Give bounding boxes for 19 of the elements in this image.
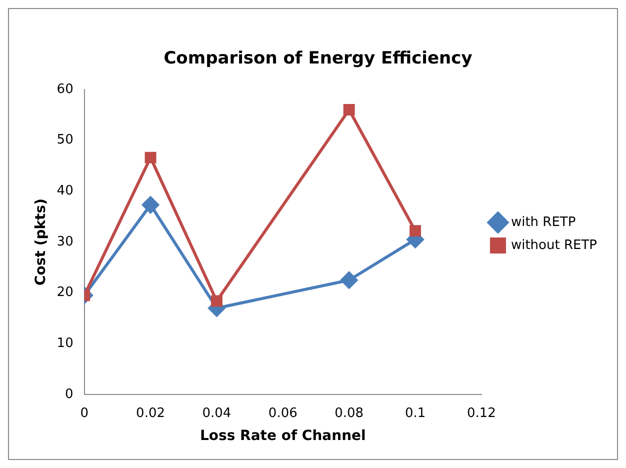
y-axis-title: Cost (pkts): [33, 198, 50, 286]
legend-label: without RETP: [510, 238, 598, 253]
y-tick-label: 10: [56, 336, 74, 352]
y-tick-label: 50: [56, 132, 74, 148]
x-tick-label: 0.06: [268, 406, 298, 421]
x-axis-title: Loss Rate of Channel: [200, 428, 366, 444]
y-tick-label: 20: [56, 285, 74, 300]
y-tick-label: 40: [56, 184, 74, 199]
chart-title: Comparison of Energy Efficiency: [164, 48, 472, 69]
x-tick-label: 0.12: [466, 406, 496, 421]
x-tick-label: 0.04: [202, 406, 232, 421]
y-tick-label: 60: [56, 82, 74, 97]
y-tick-label: 0: [65, 386, 74, 402]
y-tick-label: 30: [56, 234, 74, 250]
x-tick-label: 0.08: [334, 406, 364, 421]
legend-label: with RETP: [510, 214, 576, 230]
x-tick-label: 0: [80, 406, 88, 421]
x-tick-label: 0.02: [136, 406, 166, 421]
x-tick-label: 0.1: [404, 406, 426, 421]
